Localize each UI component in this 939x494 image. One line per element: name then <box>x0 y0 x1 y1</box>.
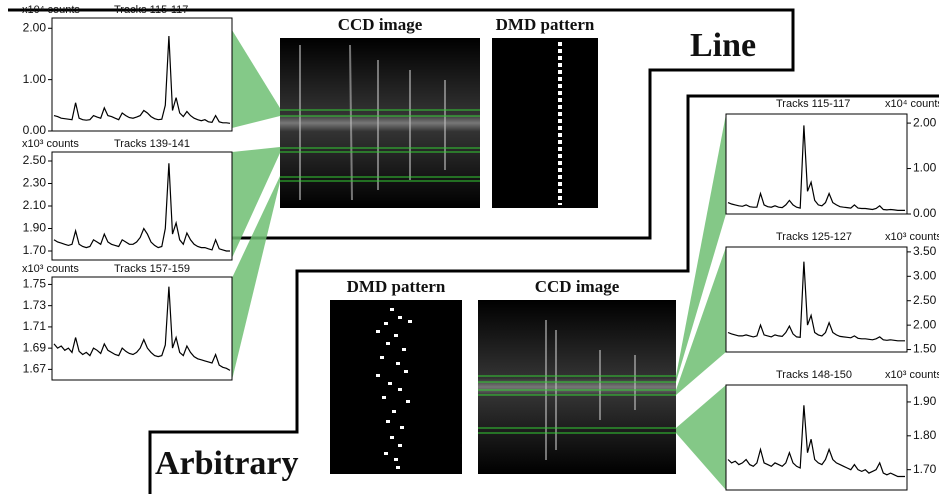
plot-frame <box>726 385 907 490</box>
y-tick-label: 1.71 <box>23 319 47 333</box>
dmd-image <box>330 300 462 474</box>
y-tick-label: 1.70 <box>23 243 47 257</box>
chart-title: Tracks 148-150 <box>776 369 852 381</box>
y-tick-label: 2.10 <box>23 198 47 212</box>
chart-title: Tracks 125-127 <box>776 231 852 243</box>
chart-title: Tracks 157-159 <box>114 263 190 275</box>
y-tick-label: 2.00 <box>23 20 47 34</box>
y-unit-label: x10⁴ counts <box>22 4 80 16</box>
y-tick-label: 1.50 <box>913 342 937 356</box>
y-tick-label: 1.70 <box>913 462 937 476</box>
ccd-image <box>478 300 676 474</box>
dmd-image <box>492 38 598 208</box>
image-title: CCD image <box>338 15 423 34</box>
section-label: Line <box>690 27 756 64</box>
chart-title: Tracks 115-117 <box>776 98 850 110</box>
y-tick-label: 1.90 <box>23 221 47 235</box>
y-unit-label: x10⁴ counts <box>885 98 939 110</box>
plot-frame <box>726 114 907 214</box>
plot-frame <box>52 277 232 380</box>
y-tick-label: 1.73 <box>23 298 47 312</box>
y-tick-label: 1.00 <box>913 161 937 175</box>
y-tick-label: 2.50 <box>23 153 47 167</box>
y-unit-label: x10³ counts <box>22 138 79 150</box>
image-title: DMD pattern <box>347 277 446 296</box>
y-tick-label: 1.75 <box>23 277 47 291</box>
y-tick-label: 1.67 <box>23 362 47 376</box>
y-tick-label: 3.00 <box>913 268 937 282</box>
y-unit-label: x10³ counts <box>885 369 939 381</box>
y-unit-label: x10³ counts <box>22 263 79 275</box>
chart-title: Tracks 115-117 <box>114 4 188 16</box>
figure: CCD image DMD pattern DMD pattern CCD im… <box>0 0 939 494</box>
y-tick-label: 3.50 <box>913 244 937 258</box>
y-tick-label: 1.90 <box>913 394 937 408</box>
y-tick-label: 0.00 <box>23 123 47 137</box>
chart-title: Tracks 139-141 <box>114 138 190 150</box>
image-title: CCD image <box>535 277 620 296</box>
ccd-image <box>280 38 480 208</box>
y-unit-label: x10³ counts <box>885 231 939 243</box>
y-tick-label: 1.00 <box>23 72 47 86</box>
y-tick-label: 1.80 <box>913 428 937 442</box>
image-title: DMD pattern <box>496 15 595 34</box>
y-tick-label: 2.30 <box>23 176 47 190</box>
y-tick-label: 2.00 <box>913 115 937 129</box>
section-label: Arbitrary <box>155 445 299 482</box>
y-tick-label: 0.00 <box>913 206 937 220</box>
y-tick-label: 2.50 <box>913 293 937 307</box>
y-tick-label: 2.00 <box>913 317 937 331</box>
y-tick-label: 1.69 <box>23 340 47 354</box>
